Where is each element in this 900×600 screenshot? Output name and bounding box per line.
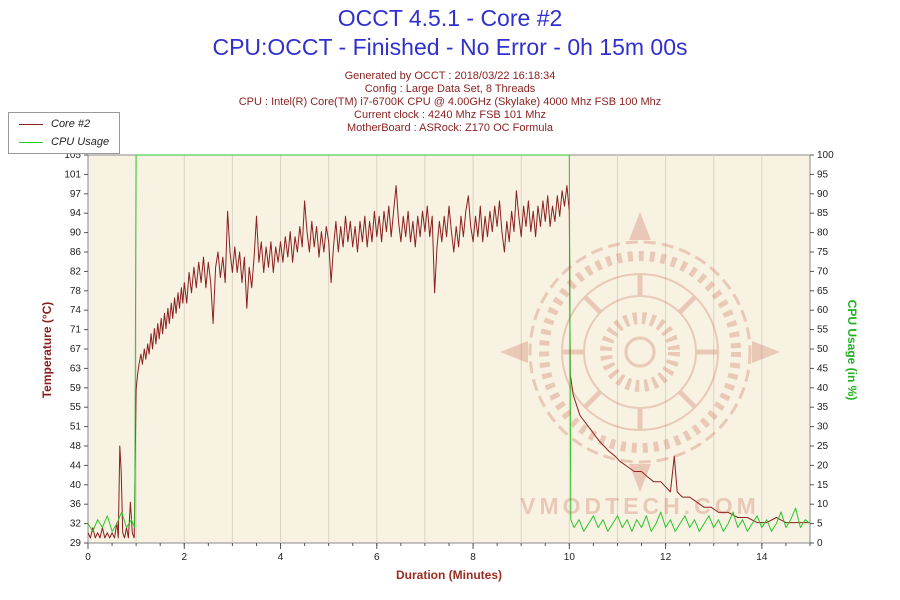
svg-text:105: 105	[64, 150, 81, 161]
svg-text:0: 0	[85, 552, 91, 563]
legend-label-cpu-usage: CPU Usage	[51, 136, 110, 148]
svg-text:55: 55	[70, 402, 82, 413]
svg-text:90: 90	[817, 189, 829, 200]
svg-text:51: 51	[70, 422, 82, 433]
svg-text:63: 63	[70, 363, 82, 374]
svg-text:6: 6	[374, 552, 380, 563]
info-cpu: CPU : Intel(R) Core(TM) i7-6700K CPU @ 4…	[238, 96, 662, 108]
svg-text:29: 29	[70, 538, 82, 549]
svg-text:2: 2	[181, 552, 187, 563]
x-axis-title: Duration (Minutes)	[396, 568, 502, 582]
svg-text:15: 15	[817, 480, 829, 491]
svg-text:40: 40	[70, 480, 82, 491]
svg-text:82: 82	[70, 266, 82, 277]
svg-text:48: 48	[70, 441, 82, 452]
svg-text:90: 90	[70, 228, 82, 239]
cpu-usage-line-swatch	[19, 141, 43, 143]
legend-item-cpu-usage: CPU Usage	[19, 136, 109, 148]
svg-text:75: 75	[817, 247, 829, 258]
svg-text:60: 60	[817, 305, 829, 316]
legend-item-core2: Core #2	[19, 118, 109, 130]
svg-text:100: 100	[817, 150, 834, 161]
watermark-logo: VMODTECH.COM	[500, 212, 780, 519]
info-generated: Generated by OCCT : 2018/03/22 16:18:34	[344, 70, 556, 82]
svg-text:78: 78	[70, 286, 82, 297]
svg-text:44: 44	[70, 460, 82, 471]
svg-text:4: 4	[278, 552, 284, 563]
svg-text:10: 10	[564, 552, 576, 563]
svg-text:71: 71	[70, 325, 82, 336]
svg-text:8: 8	[470, 552, 476, 563]
svg-text:70: 70	[817, 266, 829, 277]
info-motherboard: MotherBoard : ASRock: Z170 OC Formula	[346, 122, 554, 134]
svg-text:30: 30	[817, 422, 829, 433]
svg-text:40: 40	[817, 383, 829, 394]
svg-text:12: 12	[660, 552, 672, 563]
report-title: OCCT 4.5.1 - Core #2	[337, 5, 563, 31]
svg-text:80: 80	[817, 228, 829, 239]
svg-text:25: 25	[817, 441, 829, 452]
svg-text:95: 95	[817, 169, 829, 180]
core2-line-swatch	[19, 123, 43, 125]
svg-text:59: 59	[70, 383, 82, 394]
watermark-text: VMODTECH.COM	[520, 493, 760, 519]
svg-text:45: 45	[817, 363, 829, 374]
svg-text:32: 32	[70, 519, 82, 530]
svg-text:65: 65	[817, 286, 829, 297]
svg-text:97: 97	[70, 189, 82, 200]
legend-label-core2: Core #2	[51, 118, 91, 130]
svg-text:20: 20	[817, 460, 829, 471]
svg-text:94: 94	[70, 208, 82, 219]
svg-text:67: 67	[70, 344, 82, 355]
svg-text:0: 0	[817, 538, 823, 549]
svg-text:10: 10	[817, 499, 829, 510]
svg-text:14: 14	[756, 552, 768, 563]
info-config: Config : Large Data Set, 8 Threads	[364, 83, 536, 95]
chart-canvas: 0 2 4 6 8 10 12 1410510197949086827874716763595…	[64, 150, 834, 563]
svg-text:36: 36	[70, 499, 82, 510]
info-clock: Current clock : 4240 Mhz FSB 101 Mhz	[354, 109, 546, 121]
svg-text:101: 101	[64, 169, 81, 180]
svg-text:5: 5	[817, 519, 823, 530]
svg-text:35: 35	[817, 402, 829, 413]
report-subtitle: CPU:OCCT - Finished - No Error - 0h 15m …	[212, 34, 688, 60]
svg-text:55: 55	[817, 325, 829, 336]
svg-text:85: 85	[817, 208, 829, 219]
svg-text:74: 74	[70, 305, 82, 316]
svg-text:86: 86	[70, 247, 82, 258]
legend: Core #2 CPU Usage	[8, 112, 121, 154]
svg-text:50: 50	[817, 344, 829, 355]
